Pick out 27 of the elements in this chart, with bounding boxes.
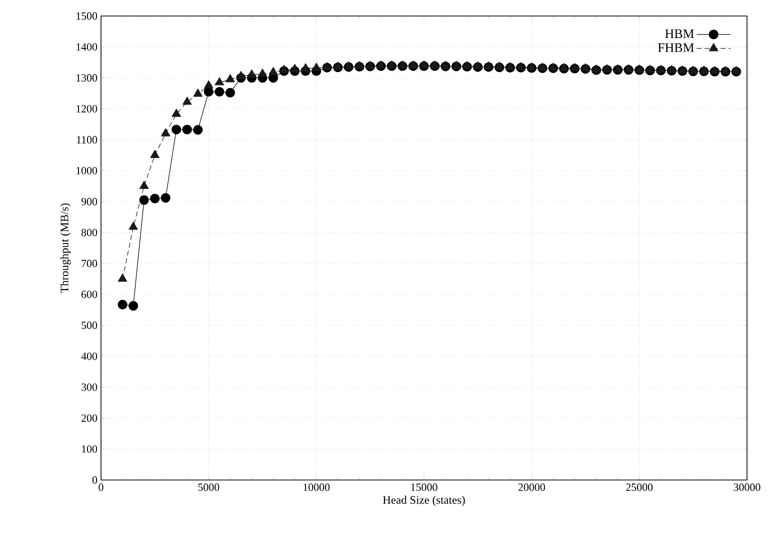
y-tick-label: 1200 xyxy=(76,105,98,112)
x-tick-label: 30000 xyxy=(734,484,760,491)
y-tick-label: 600 xyxy=(82,290,98,298)
y-tick-label: 400 xyxy=(81,352,98,360)
x-tick-label: 10000 xyxy=(304,484,330,491)
y-tick-label: 100 xyxy=(82,445,98,453)
x-tick-label: 15000 xyxy=(411,484,438,491)
y-tick-label: 1000 xyxy=(76,166,98,174)
y-tick-label: 1300 xyxy=(76,74,98,82)
y-tick-label: 0 xyxy=(92,476,98,484)
x-tick-label: 25000 xyxy=(626,484,653,491)
y-tick-label: 1100 xyxy=(76,136,98,144)
y-tick-label: 900 xyxy=(81,198,98,206)
x-tick-label: 0 xyxy=(98,484,104,491)
y-tick-label: 800 xyxy=(81,228,98,236)
y-tick-label: 200 xyxy=(82,414,98,422)
y-tick-label: 1500 xyxy=(76,12,98,20)
y-axis-title: Throughput (MB/s) xyxy=(60,203,71,293)
x-axis-title: Head Size (states) xyxy=(382,496,465,506)
y-tick-label: 1400 xyxy=(76,43,98,51)
x-tick-label: 20000 xyxy=(518,484,545,491)
legend-label: FHBM xyxy=(658,43,694,52)
y-tick-label: 300 xyxy=(82,384,98,391)
y-tick-label: 700 xyxy=(82,260,98,268)
x-tick-label: 5000 xyxy=(198,484,220,491)
y-tick-label: 500 xyxy=(82,322,98,330)
legend-label: HBM xyxy=(665,29,694,38)
